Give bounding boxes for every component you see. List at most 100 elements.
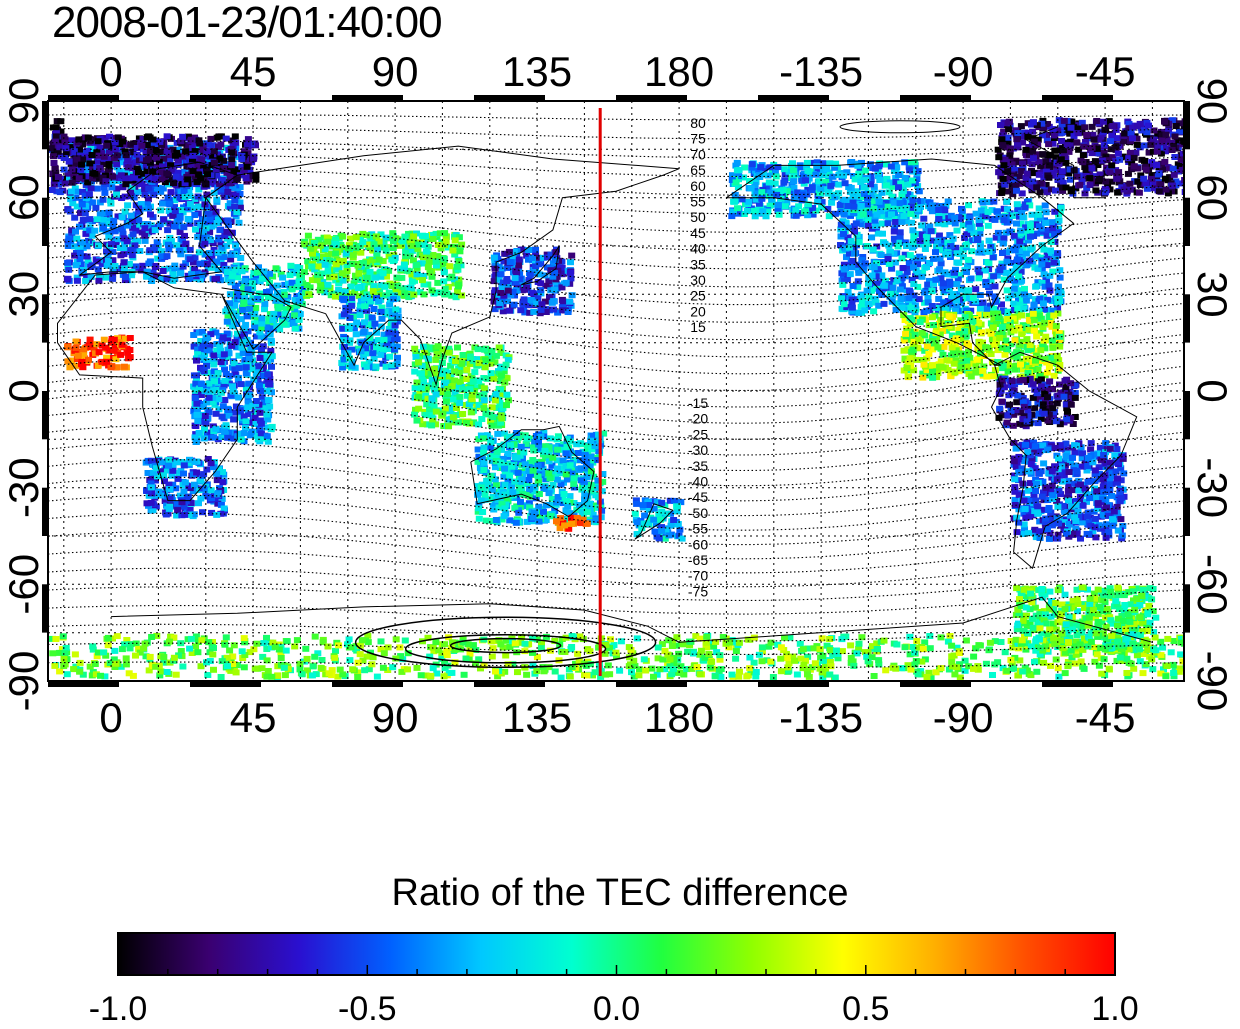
tec-cell: [223, 136, 230, 142]
tec-cell: [76, 175, 83, 181]
tec-cell: [480, 450, 487, 456]
tec-cell: [923, 234, 930, 240]
tec-cell: [1042, 203, 1049, 209]
tec-cell: [476, 516, 483, 522]
tec-cell: [121, 364, 128, 370]
tec-cell: [165, 463, 172, 469]
tec-cell: [965, 257, 972, 263]
tec-cell: [501, 513, 508, 519]
tec-cell: [525, 247, 532, 253]
tec-cell: [480, 405, 487, 411]
tec-cell: [567, 259, 574, 265]
tec-cell: [418, 385, 425, 391]
tec-cell: [999, 250, 1006, 256]
tec-cell: [219, 414, 226, 420]
tec-cell: [166, 506, 173, 512]
tec-cell: [179, 134, 186, 140]
tec-cell: [561, 522, 568, 528]
tec-cell: [253, 398, 260, 404]
tec-cell: [87, 337, 94, 343]
tec-patch-southern-africa: [143, 456, 228, 519]
tec-cell: [148, 500, 155, 506]
tec-cell: [567, 270, 574, 276]
tec-patch-alaska-canada: [728, 159, 922, 220]
tec-cell: [353, 234, 360, 240]
tec-cell: [156, 139, 163, 145]
tec-cell: [401, 290, 408, 296]
tec-cell: [501, 380, 508, 386]
tec-cell: [103, 178, 110, 184]
tec-cell: [229, 383, 236, 389]
tec-cell: [238, 153, 245, 159]
tec-cell: [69, 180, 76, 186]
tec-cell: [171, 223, 178, 229]
tec-cell: [182, 148, 189, 154]
tec-cell: [335, 287, 342, 293]
tec-cell: [82, 278, 89, 284]
tec-cell: [415, 359, 422, 365]
tec-cell: [177, 215, 184, 221]
tec-cell: [550, 307, 557, 313]
tec-cell: [376, 257, 383, 263]
tec-cell: [966, 225, 973, 231]
tec-cell: [213, 411, 220, 417]
tec-cell: [506, 308, 513, 314]
tec-cell: [258, 321, 265, 327]
tec-cell: [177, 271, 184, 277]
tec-cell: [449, 248, 456, 254]
tec-cell: [951, 270, 958, 276]
tec-cell: [563, 280, 570, 286]
tec-cell: [871, 264, 878, 270]
tec-cell: [127, 335, 134, 341]
tec-cell: [129, 252, 136, 258]
tec-cell: [541, 448, 548, 454]
tec-cell: [294, 264, 301, 270]
tec-cell: [563, 450, 570, 456]
tec-patch-japan-east-asia: [491, 247, 576, 317]
tec-cell: [536, 261, 543, 267]
tec-cell: [163, 512, 170, 518]
tec-cell: [220, 334, 227, 340]
tec-cell: [237, 255, 244, 261]
tec-cell: [425, 264, 432, 270]
tec-cell: [444, 391, 451, 397]
tec-cell: [80, 217, 87, 223]
tec-cell: [68, 189, 75, 195]
tec-cell: [980, 300, 987, 306]
tec-cell: [227, 291, 234, 297]
tec-data-layer: [49, 117, 1191, 681]
tec-cell: [963, 242, 970, 248]
tec-cell: [401, 262, 408, 268]
tec-cell: [498, 271, 505, 277]
tec-cell: [482, 492, 489, 498]
tec-cell: [390, 238, 397, 244]
tec-cell: [364, 275, 371, 281]
tec-cell: [108, 185, 115, 191]
tec-cell: [258, 430, 265, 436]
tec-cell: [73, 339, 80, 345]
tec-cell: [150, 244, 157, 250]
tec-cell: [381, 337, 388, 343]
tec-cell: [446, 350, 453, 356]
tec-cell: [1046, 282, 1053, 288]
tec-cell: [361, 319, 368, 325]
tec-cell: [215, 396, 222, 402]
tec-cell: [1040, 300, 1047, 306]
tec-cell: [92, 205, 99, 211]
tec-cell: [243, 175, 250, 181]
tec-cell: [170, 272, 177, 278]
tec-cell: [223, 422, 230, 428]
tec-cell: [509, 489, 516, 495]
tec-cell: [881, 282, 888, 288]
tec-cell: [193, 470, 200, 476]
tec-cell: [182, 480, 189, 486]
tec-cell: [560, 299, 567, 305]
tec-cell: [257, 355, 264, 361]
tec-cell: [513, 520, 520, 526]
tec-cell: [188, 137, 195, 143]
tec-cell: [267, 348, 274, 354]
tec-cell: [383, 248, 390, 254]
tec-cell: [1021, 286, 1028, 292]
tec-cell: [173, 174, 180, 180]
tec-patch-central-asia: [301, 230, 465, 300]
